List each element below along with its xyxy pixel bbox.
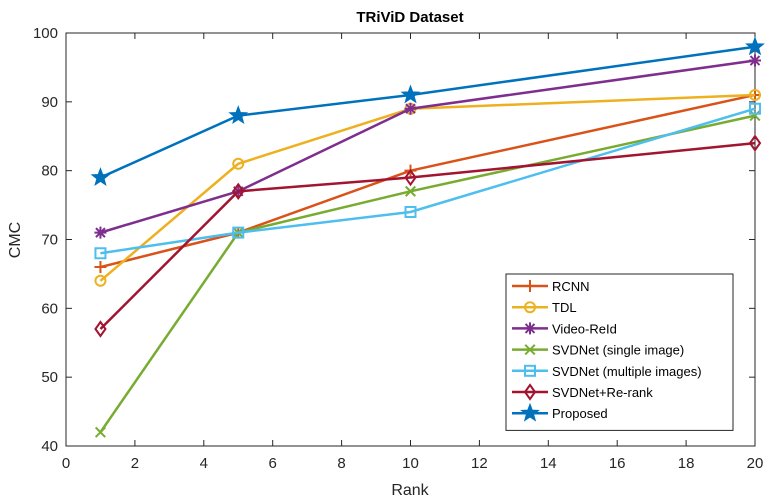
y-tick-label: 60 [41,300,58,317]
y-tick-label: 90 [41,94,58,111]
x-tick-label: 6 [269,455,277,472]
x-tick-label: 0 [62,455,70,472]
legend-label: SVDNet+Re-rank [552,385,653,400]
data-point [402,86,419,102]
data-point [92,169,109,185]
x-tick-label: 2 [131,455,139,472]
legend-marker [524,322,536,334]
legend-label: SVDNet (single image) [552,343,684,358]
data-point [230,107,247,123]
legend-label: RCNN [552,279,590,294]
y-tick-label: 70 [41,232,58,249]
x-tick-label: 20 [747,455,764,472]
x-tick-label: 14 [540,455,557,472]
chart-title: TRiViD Dataset [356,9,463,26]
x-tick-label: 16 [609,455,626,472]
x-tick-label: 8 [337,455,345,472]
y-tick-label: 80 [41,163,58,180]
series-rcnn [94,89,761,273]
y-tick-label: 50 [41,369,58,386]
series-video-reid [94,55,761,239]
x-tick-label: 12 [471,455,488,472]
data-point [749,55,761,67]
x-axis-label: Rank [391,482,429,498]
data-point [94,261,106,273]
series-proposed [92,38,764,185]
data-point [96,427,106,437]
x-tick-label: 4 [200,455,208,472]
y-axis-label: CMC [7,222,24,258]
legend-label: Video-ReId [552,321,617,336]
legend-label: Proposed [552,406,608,421]
x-tick-label: 10 [402,455,419,472]
data-point [94,227,106,239]
x-tick-label: 18 [678,455,695,472]
y-tick-label: 100 [33,25,58,42]
series-line [100,47,755,178]
series-line [100,95,755,267]
y-tick-label: 40 [41,438,58,455]
data-point [405,103,417,115]
legend-label: SVDNet (multiple images) [552,364,702,379]
legend: RCNN TDL Video-ReId SVDNet (single image) SV… [506,274,733,430]
legend-label: TDL [552,300,577,315]
